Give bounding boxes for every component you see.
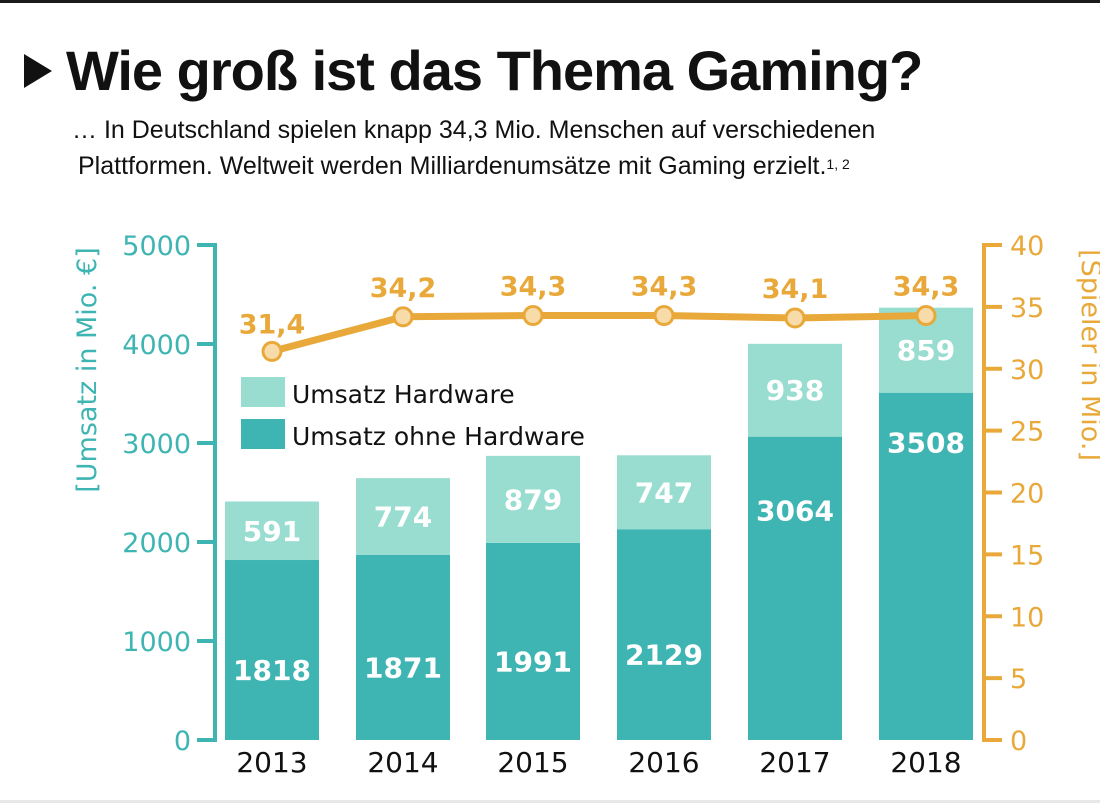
right-axis-tick-label: 20 (1010, 479, 1044, 510)
bar-hardware (486, 455, 580, 543)
right-axis-tick-label: 40 (1010, 231, 1044, 262)
top-rule (0, 0, 1100, 3)
x-axis-label: 2013 (236, 746, 307, 779)
left-axis-tick-label: 3000 (122, 429, 191, 460)
left-axis-tick-label: 5000 (122, 231, 191, 262)
bar-label-without-hardware: 3064 (756, 495, 834, 528)
players-value-label: 31,4 (239, 309, 306, 340)
left-axis-tick-label: 1000 (122, 627, 191, 658)
players-value-label: 34,3 (500, 272, 567, 303)
footnote-refs: 1, 2 (826, 156, 850, 172)
left-axis-title: [Umsatz in Mio. €] (72, 247, 103, 492)
bar-without-hardware (617, 529, 711, 740)
players-marker (784, 307, 806, 329)
legend-swatch-hardware (241, 377, 285, 407)
bar-without-hardware (748, 436, 842, 740)
bar-label-hardware: 879 (504, 483, 562, 516)
players-marker (522, 305, 544, 327)
bar-label-without-hardware: 1871 (364, 651, 442, 684)
bar-without-hardware (225, 560, 319, 740)
players-value-label: 34,3 (893, 272, 960, 303)
bar-hardware (617, 455, 711, 530)
bar-label-hardware: 591 (243, 515, 301, 548)
left-axis-tick-label: 2000 (122, 528, 191, 559)
page-title: Wie groß ist das Thema Gaming? (66, 39, 923, 102)
bar-without-hardware (356, 554, 450, 740)
left-axis: 0 1000 2000 3000 4000 5000 [Umsatz in Mio. €] (72, 231, 217, 757)
players-line (271, 312, 927, 355)
subtitle: … In Deutschland spielen knapp 34,3 Mio.… (72, 112, 875, 184)
bar-without-hardware (486, 542, 580, 740)
players-marker (915, 305, 937, 327)
bottom-rule (0, 800, 1100, 803)
x-axis-label: 2016 (628, 746, 699, 779)
right-axis-tick-label: 15 (1010, 540, 1044, 571)
bar-label-hardware: 774 (374, 500, 432, 533)
bar-label-hardware: 747 (635, 476, 693, 509)
legend: Umsatz Hardware Umsatz ohne Hardware (241, 377, 585, 451)
left-axis-tick-label: 0 (174, 726, 191, 757)
bar-hardware (225, 501, 319, 561)
players-line-group: 31,4 34,2 34,3 34,3 34,1 34,3 (239, 272, 960, 362)
right-axis-tick-label: 25 (1010, 417, 1044, 448)
subtitle-line-2: Plattformen. Weltweit werden Milliardenu… (72, 148, 875, 184)
x-axis-label: 2014 (367, 746, 438, 779)
subtitle-line-2-text: Plattformen. Weltweit werden Milliardenu… (78, 152, 827, 180)
left-axis-tick-label: 4000 (122, 330, 191, 361)
right-axis-tick-label: 5 (1010, 664, 1027, 695)
play-triangle-icon (24, 53, 52, 88)
title-row: Wie groß ist das Thema Gaming? (24, 38, 923, 103)
bar-label-hardware: 938 (766, 374, 824, 407)
subtitle-line-1: … In Deutschland spielen knapp 34,3 Mio.… (72, 116, 876, 144)
bar-label-without-hardware: 1818 (233, 654, 311, 687)
players-marker (392, 306, 414, 328)
legend-label-hardware: Umsatz Hardware (292, 380, 515, 409)
players-value-label: 34,1 (762, 274, 829, 305)
bar-hardware (356, 478, 450, 555)
players-value-label: 34,2 (370, 273, 437, 304)
bar-label-hardware: 859 (897, 334, 955, 367)
right-axis: 0 5 10 15 20 25 30 35 40 [Spieler in Mio.] (982, 231, 1100, 757)
bars: 1818 591 1871 774 1991 879 2129 747 3064 938 3508 8… (225, 307, 973, 740)
bar-hardware (748, 343, 842, 437)
x-axis-label: 2018 (890, 746, 961, 779)
x-axis-label: 2017 (759, 746, 830, 779)
right-axis-tick-label: 10 (1010, 602, 1044, 633)
legend-label-without-hardware: Umsatz ohne Hardware (292, 422, 585, 451)
players-value-label: 34,3 (631, 272, 698, 303)
bar-without-hardware (879, 392, 973, 740)
x-axis-labels: 2013 2014 2015 2016 2017 2018 (236, 746, 961, 779)
bar-label-without-hardware: 3508 (887, 427, 965, 460)
right-axis-title: [Spieler in Mio.] (1075, 249, 1100, 461)
bar-label-without-hardware: 2129 (625, 639, 703, 672)
right-axis-tick-label: 0 (1010, 726, 1027, 757)
right-axis-tick-label: 30 (1010, 355, 1044, 386)
x-axis-label: 2015 (497, 746, 568, 779)
players-marker (653, 305, 675, 327)
right-axis-tick-label: 35 (1010, 293, 1044, 324)
bar-label-without-hardware: 1991 (494, 645, 572, 678)
legend-swatch-without-hardware (241, 419, 285, 449)
players-marker (261, 340, 283, 362)
